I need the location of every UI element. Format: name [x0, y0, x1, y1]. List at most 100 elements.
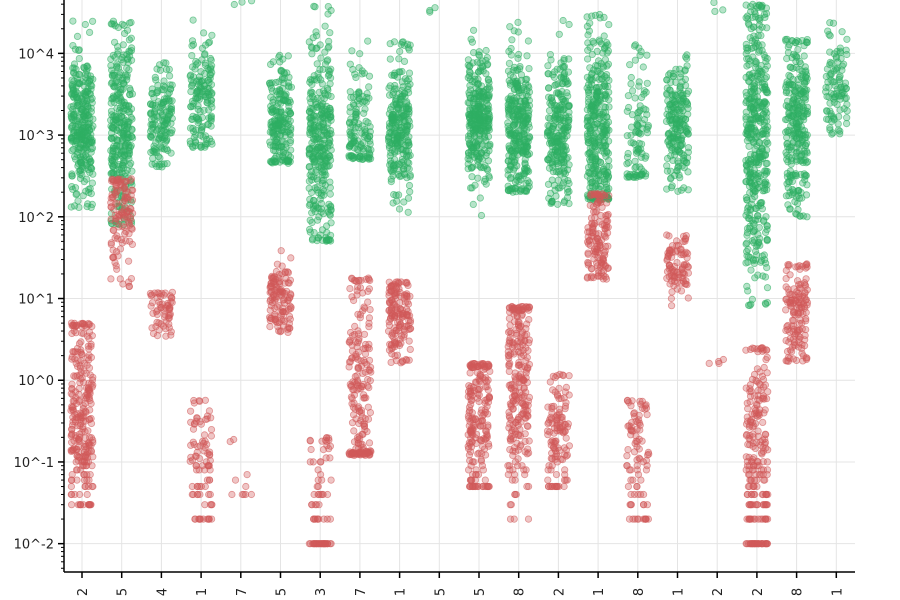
scatter-point [325, 42, 333, 51]
scatter-point [313, 44, 321, 52]
scatter-point [475, 51, 483, 59]
scatter-point [793, 199, 802, 208]
scatter-point [68, 170, 76, 178]
scatter-point [69, 17, 77, 25]
scatter-point [627, 73, 635, 82]
scatter-point [605, 162, 613, 171]
scatter-point [316, 470, 325, 479]
data-points [67, 0, 851, 548]
scatter-point [513, 113, 521, 121]
scatter-point [192, 462, 200, 470]
scatter-point [324, 10, 332, 18]
scatter-point [326, 236, 334, 244]
scatter-point [513, 162, 521, 170]
scatter-point [838, 28, 846, 36]
scatter-point [637, 165, 645, 173]
scatter-point [398, 67, 406, 76]
scatter-point [746, 253, 754, 262]
scatter-point [323, 84, 332, 92]
scatter-point [207, 122, 215, 130]
scatter-point [742, 1, 750, 9]
scatter-point [187, 103, 195, 111]
scatter-point [485, 118, 493, 126]
scatter-point [671, 125, 679, 133]
scatter-point [742, 40, 750, 49]
scatter-point [669, 72, 677, 80]
scatter-point [516, 187, 525, 195]
scatter-point [665, 112, 673, 120]
scatter-point [80, 178, 88, 186]
scatter-point [267, 102, 275, 110]
scatter-point [793, 37, 801, 45]
scatter-point [208, 501, 216, 509]
scatter-point [113, 186, 121, 195]
scatter-point [364, 37, 372, 45]
scatter-point [208, 89, 216, 97]
scatter-point [194, 80, 203, 88]
scatter-point [76, 71, 84, 79]
scatter-point [676, 174, 684, 182]
scatter-point [406, 151, 414, 159]
scatter-point [754, 78, 763, 86]
scatter-point [753, 251, 761, 259]
scatter-point [203, 415, 211, 423]
scatter-point [286, 110, 294, 118]
scatter-point [166, 304, 174, 312]
scatter-point [482, 46, 490, 55]
scatter-point [507, 51, 515, 59]
scatter-point [322, 454, 330, 462]
scatter-point [287, 254, 295, 262]
scatter-point [273, 260, 281, 268]
scatter-point [284, 296, 292, 304]
scatter-point [677, 91, 685, 100]
scatter-point [281, 96, 289, 105]
scatter-point [794, 140, 802, 148]
scatter-point [308, 124, 316, 132]
scatter-point [478, 140, 486, 148]
scatter-point [751, 192, 759, 200]
scatter-point [81, 127, 90, 135]
scatter-point [186, 140, 195, 148]
scatter-point [639, 63, 647, 71]
scatter-point [396, 47, 404, 56]
scatter-point [68, 385, 76, 393]
scatter-point [69, 397, 77, 405]
scatter-point [67, 134, 76, 142]
scatter-point [166, 72, 174, 80]
scatter-point [517, 71, 526, 79]
scatter-point [82, 144, 90, 152]
scatter-point [565, 20, 573, 29]
scatter-point [207, 100, 215, 108]
scatter-point [266, 322, 274, 331]
scatter-point [147, 302, 155, 310]
scatter-point [87, 104, 95, 112]
scatter-point [486, 142, 494, 150]
scatter-point [637, 47, 645, 56]
scatter-point [286, 302, 294, 310]
scatter-point [747, 266, 755, 274]
scatter-point [760, 251, 768, 259]
scatter-point [282, 90, 290, 98]
scatter-point [405, 105, 413, 113]
scatter-point [507, 44, 515, 53]
scatter-point [586, 83, 595, 92]
scatter-point [748, 119, 757, 127]
scatter-point [743, 167, 751, 175]
scatter-point [514, 54, 522, 62]
scatter-point [111, 258, 119, 267]
scatter-point [110, 98, 118, 106]
scatter-point [80, 165, 88, 173]
scatter-point [525, 65, 533, 73]
scatter-point [76, 501, 85, 509]
scatter-point [279, 304, 287, 312]
scatter-point [563, 77, 571, 85]
scatter-point [314, 144, 322, 152]
scatter-point [564, 154, 572, 162]
scatter-point [319, 445, 328, 454]
scatter-point [482, 152, 490, 160]
scatter-point [426, 6, 434, 15]
scatter-point [151, 148, 159, 156]
scatter-point [69, 41, 77, 50]
scatter-point [111, 144, 119, 153]
scatter-point [631, 56, 640, 64]
